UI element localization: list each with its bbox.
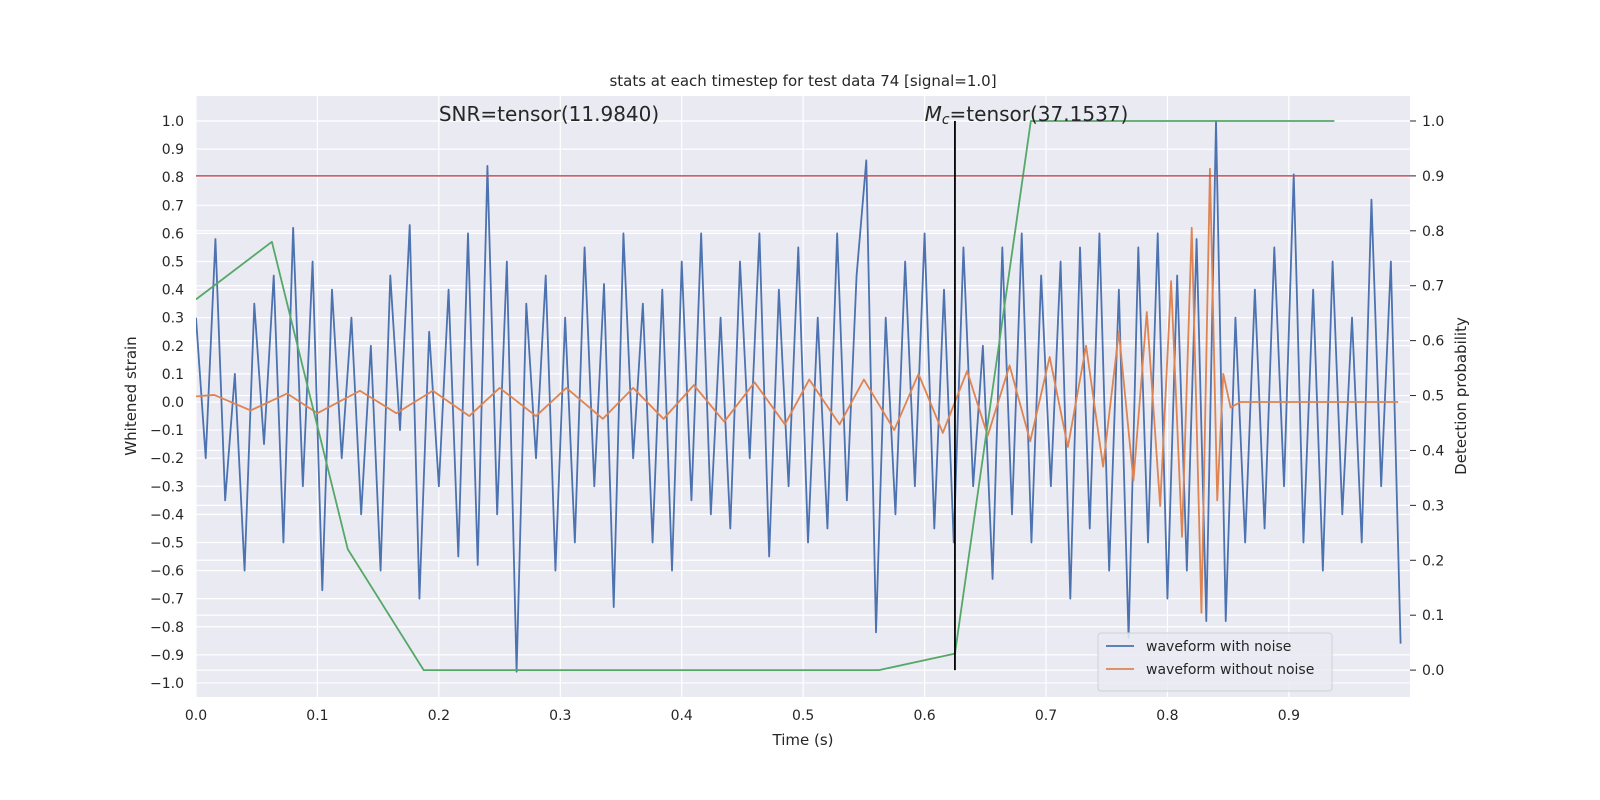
y-tick-label: 0.2 (162, 339, 184, 355)
y-tick-label: 0.0 (162, 395, 184, 411)
x-tick-label: 0.2 (428, 708, 450, 724)
y-axis-label: Whitened strain (122, 336, 140, 455)
x-tick-label: 0.3 (549, 708, 571, 724)
y-tick-label: 0.6 (162, 226, 184, 242)
x-tick-label: 0.6 (913, 708, 935, 724)
x-tick-label: 0.7 (1035, 708, 1057, 724)
y2-axis-label: Detection probability (1452, 317, 1470, 475)
y2-tick-label: 0.2 (1422, 553, 1444, 569)
x-tick-label: 0.0 (185, 708, 207, 724)
y2-tick-label: 0.1 (1422, 608, 1444, 624)
series-line (196, 120, 1335, 671)
y-tick-label: 1.0 (162, 114, 184, 130)
annotation: Mc=tensor(37.1537) (925, 102, 1129, 128)
y-tick-label: −0.3 (150, 479, 184, 495)
annotation-symbol: M (925, 102, 942, 126)
y-tick-label: −0.6 (150, 564, 184, 580)
x-tick-label: 0.8 (1156, 708, 1178, 724)
x-tick-label: 0.5 (792, 708, 814, 724)
legend-box (1097, 632, 1333, 692)
x-tick-label: 0.4 (671, 708, 693, 724)
y-tick-label: −0.5 (150, 535, 184, 551)
y-tick-label: 0.7 (162, 198, 184, 214)
y2-tick-label: 0.6 (1422, 334, 1444, 350)
y-tick-label: 0.1 (162, 367, 184, 383)
y-tick-label: 0.5 (162, 254, 184, 270)
y2-tick-label: 0.3 (1422, 498, 1444, 514)
y2-tick-label: 0.7 (1422, 279, 1444, 295)
x-axis-label: Time (s) (772, 731, 834, 749)
y2-tick-label: 0.8 (1422, 224, 1444, 240)
y2-tick-label: 1.0 (1422, 114, 1444, 130)
y-tick-label: −0.2 (150, 451, 184, 467)
y2-tick-label: 0.5 (1422, 389, 1444, 405)
annotation: SNR=tensor(11.9840) (439, 102, 659, 126)
legend-label: waveform with noise (1146, 639, 1291, 655)
y-tick-label: −0.9 (150, 648, 184, 664)
y2-tick-label: 0.0 (1422, 663, 1444, 679)
series-line (196, 120, 1402, 673)
x-tick-label: 0.1 (306, 708, 328, 724)
y-tick-label: −0.4 (150, 507, 184, 523)
y-tick-label: −0.1 (150, 423, 184, 439)
y-tick-label: −0.8 (150, 620, 184, 636)
y2-tick-label: 0.9 (1422, 169, 1444, 185)
legend-label: waveform without noise (1146, 662, 1314, 678)
y2-tick-label: 0.4 (1422, 443, 1444, 459)
chart-title: stats at each timestep for test data 74 … (609, 72, 996, 90)
y-tick-label: 0.3 (162, 311, 184, 327)
y-tick-label: 0.8 (162, 170, 184, 186)
annotation-text: =tensor(37.1537) (950, 102, 1129, 126)
series-line (196, 167, 1399, 614)
y-tick-label: −0.7 (150, 592, 184, 608)
x-tick-label: 0.9 (1278, 708, 1300, 724)
y-tick-label: 0.4 (162, 283, 184, 299)
annotation-text: SNR=tensor(11.9840) (439, 102, 659, 126)
y-tick-label: 0.9 (162, 142, 184, 158)
y-tick-label: −1.0 (150, 676, 184, 692)
annotation-subscript: c (942, 112, 950, 128)
